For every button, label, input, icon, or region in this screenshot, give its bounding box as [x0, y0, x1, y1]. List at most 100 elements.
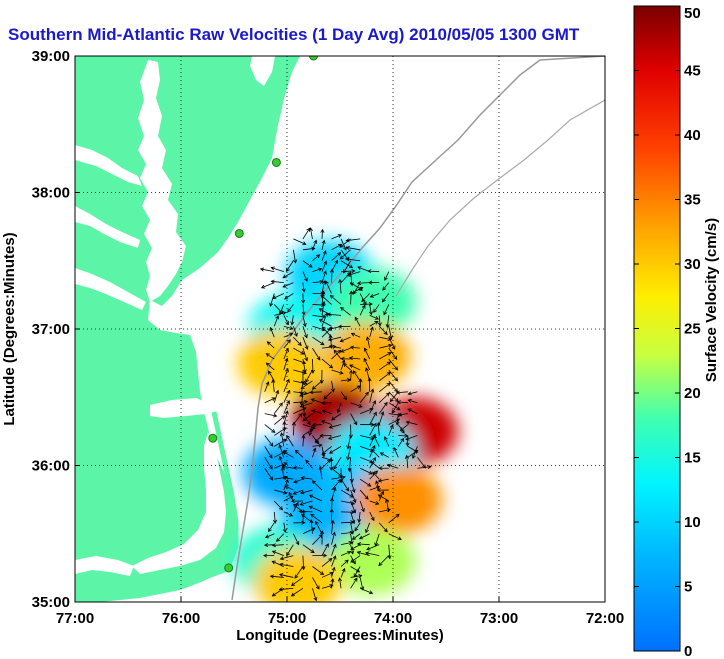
arrow-head [361, 304, 366, 309]
velocity-arrow [331, 467, 343, 477]
arrow-head [407, 408, 412, 413]
velocity-arrow [377, 422, 380, 436]
velocity-arrow [331, 369, 344, 374]
velocity-arrow [300, 489, 313, 494]
velocity-arrow [359, 379, 362, 392]
arrow-head [263, 553, 268, 558]
bathymetry-contour [231, 56, 605, 601]
arrow-head [351, 269, 356, 274]
velocity-arrow [388, 380, 398, 392]
velocity-arrow [350, 385, 361, 393]
velocity-arrow [346, 271, 361, 276]
velocity-arrow [266, 353, 275, 360]
velocity-arrow [333, 349, 342, 360]
arrow-head [353, 421, 358, 426]
arrow-head [375, 480, 380, 485]
arrow-head [405, 420, 410, 425]
velocity-arrow [312, 448, 316, 458]
arrow-head [270, 266, 275, 271]
velocity-arrow [393, 447, 399, 458]
arrow-head [319, 279, 324, 284]
velocity-arrow [260, 268, 275, 273]
velocity-arrow [293, 489, 304, 495]
arrow-head [385, 323, 390, 329]
arrow-head [339, 338, 344, 343]
velocity-arrow [359, 500, 365, 512]
velocity-arrow [273, 315, 279, 327]
arrow-head [372, 456, 376, 462]
arrow-head [353, 577, 358, 582]
arrow-head [337, 234, 342, 238]
velocity-arrow [322, 446, 332, 455]
arrow-head [368, 311, 373, 316]
arrow-head [321, 314, 326, 319]
arrow-head [268, 527, 272, 533]
velocity-arrow [331, 520, 334, 534]
arrow-head [265, 353, 270, 358]
arrow-head [311, 480, 316, 485]
velocity-arrow [337, 402, 342, 413]
velocity-arrow [369, 327, 374, 338]
arrow-head [276, 537, 281, 542]
velocity-arrow [354, 317, 361, 327]
velocity-arrow [319, 319, 332, 327]
arrow-head [301, 360, 307, 365]
velocity-arrow [302, 402, 305, 417]
velocity-arrow [384, 271, 390, 281]
arrow-head [302, 417, 307, 422]
velocity-arrow [281, 432, 285, 447]
velocity-arrow [309, 506, 323, 513]
velocity-arrow [279, 444, 285, 458]
potomac-river [75, 145, 142, 186]
arrow-head [329, 584, 334, 589]
arrow-head [331, 531, 336, 536]
arrow-head [380, 411, 385, 416]
velocity-arrow [340, 360, 345, 371]
velocity-arrow [369, 389, 374, 403]
velocity-arrow [283, 421, 285, 436]
colorbar-tick-label: 5 [684, 579, 692, 596]
velocity-arrow [283, 333, 293, 338]
velocity-arrow [331, 260, 338, 272]
velocity-arrow [287, 304, 294, 313]
arrow-head [299, 501, 304, 506]
arrow-head [323, 553, 328, 558]
arrow-head [366, 546, 371, 551]
arrow-head [354, 527, 359, 532]
arrow-head [286, 389, 291, 394]
arrow-head [279, 562, 284, 567]
arrow-head [301, 509, 306, 514]
arrow-head [333, 349, 338, 354]
arrow-head [365, 551, 370, 556]
arrow-head [357, 518, 362, 524]
delaware-bay [250, 56, 275, 86]
velocity-arrow [321, 280, 326, 294]
arrow-head [374, 542, 379, 547]
velocity-arrow [271, 267, 284, 273]
arrow-head [302, 369, 307, 374]
velocity-arrow [346, 238, 361, 242]
velocity-arrow [369, 511, 375, 521]
arrow-head [405, 436, 410, 441]
arrow-head [358, 286, 363, 291]
velocity-arrow [283, 477, 294, 480]
arrow-head [332, 344, 337, 349]
arrow-head [301, 299, 306, 304]
velocity-arrow [268, 522, 275, 532]
arrow-head [266, 341, 271, 346]
arrow-head [369, 459, 374, 464]
velocity-arrow [321, 459, 331, 469]
arrow-head [375, 485, 381, 490]
velocity-arrow [353, 370, 361, 382]
arrow-head [411, 454, 416, 460]
colorbar-tick-label: 45 [684, 63, 701, 80]
velocity-arrow [359, 392, 369, 403]
velocity-arrows [259, 227, 432, 602]
velocity-patch [327, 267, 416, 336]
arrow-head [308, 494, 314, 499]
velocity-arrow [312, 577, 320, 590]
arrow-head [395, 390, 401, 395]
velocity-arrow [378, 555, 390, 566]
arrow-head [349, 478, 354, 483]
arrow-head [384, 276, 388, 281]
